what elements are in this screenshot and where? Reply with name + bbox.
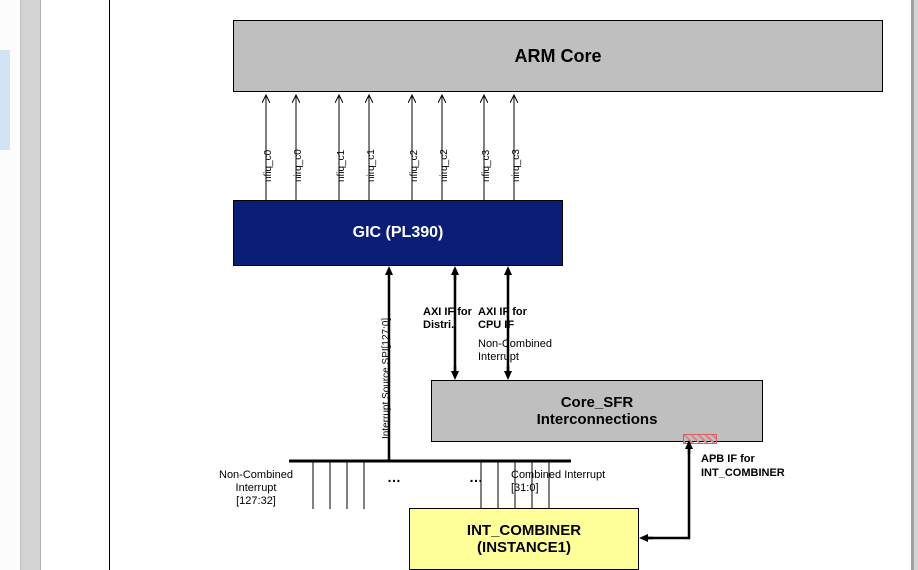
signal-label-nirq_c3: nirq_c3 [511, 149, 522, 182]
label-spi: Interrupt Source SPI[127:0] [381, 318, 392, 439]
viewport: ARM Core GIC (PL390) Core_SFR Interconne… [0, 0, 918, 570]
sidebar-highlight [0, 50, 10, 150]
document-page: ARM Core GIC (PL390) Core_SFR Interconne… [40, 0, 914, 570]
signal-label-nfiq_c0: nfiq_c0 [263, 150, 274, 182]
label-bus-right: Combined Interrupt [31:0] [511, 469, 631, 495]
label-non-combined-interrupt-mid: Non-Combined Interrupt [478, 338, 568, 364]
label-axi-cpu: AXI IF for CPU IF [478, 306, 542, 332]
signal-label-nirq_c2: nirq_c2 [439, 149, 450, 182]
signal-label-nirq_c0: nirq_c0 [293, 149, 304, 182]
ellipsis: … [469, 469, 483, 486]
signal-label-nirq_c1: nirq_c1 [366, 149, 377, 182]
label-apb: APB IF for INT_COMBINER [701, 452, 785, 481]
signal-label-nfiq_c1: nfiq_c1 [336, 150, 347, 182]
label-bus-left: Non-Combined Interrupt [127:32] [211, 469, 301, 509]
signal-label-nfiq_c3: nfiq_c3 [481, 150, 492, 182]
sidebar-gutter [0, 0, 21, 570]
ellipsis: … [387, 469, 401, 486]
signal-label-nfiq_c2: nfiq_c2 [409, 150, 420, 182]
